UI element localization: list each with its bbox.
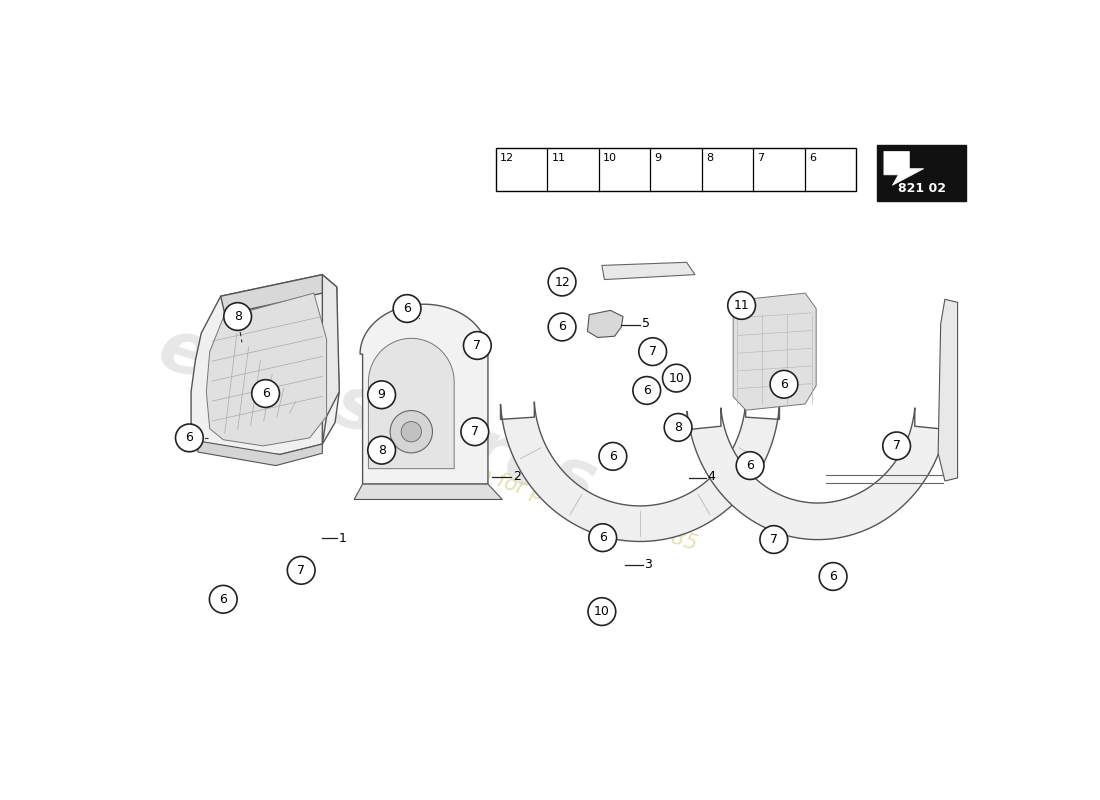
Text: 6: 6 [558,321,566,334]
Circle shape [223,302,252,330]
Text: 6: 6 [642,384,651,397]
Circle shape [600,442,627,470]
Polygon shape [221,274,337,327]
Circle shape [393,294,421,322]
Text: 8: 8 [377,444,386,457]
Text: 8: 8 [233,310,242,323]
Circle shape [639,338,667,366]
Circle shape [820,562,847,590]
Polygon shape [360,304,488,484]
Text: 4: 4 [707,470,716,483]
Circle shape [736,452,763,479]
Text: 9: 9 [377,388,386,402]
Bar [496,148,856,191]
Text: 7: 7 [757,154,764,163]
Text: 8: 8 [674,421,682,434]
Text: 12: 12 [500,154,515,163]
Circle shape [463,332,492,359]
Circle shape [728,291,756,319]
Circle shape [209,586,238,613]
Circle shape [770,370,798,398]
Text: 7: 7 [770,533,778,546]
Bar [877,146,966,201]
Text: 6: 6 [262,387,270,400]
Polygon shape [688,408,948,539]
Circle shape [176,424,204,452]
Circle shape [632,377,661,404]
Polygon shape [198,441,322,466]
Text: 8: 8 [706,154,713,163]
Polygon shape [587,310,623,338]
Polygon shape [207,293,327,446]
Circle shape [390,410,432,453]
Polygon shape [354,484,503,499]
Polygon shape [938,299,958,481]
Text: 7: 7 [471,426,478,438]
Circle shape [461,418,488,446]
Circle shape [588,524,617,551]
Circle shape [367,381,396,409]
Text: 2: 2 [513,470,520,483]
Text: 6: 6 [598,531,606,544]
Polygon shape [733,293,816,410]
Circle shape [402,422,421,442]
Circle shape [548,313,576,341]
Text: 10: 10 [603,154,617,163]
Text: 6: 6 [403,302,411,315]
Circle shape [760,526,788,554]
Text: 821 02: 821 02 [898,182,946,194]
Text: 6: 6 [186,431,194,444]
Text: 6: 6 [746,459,754,472]
Circle shape [662,364,691,392]
Text: 6: 6 [808,154,816,163]
Circle shape [287,557,315,584]
Polygon shape [191,274,339,454]
Text: 11: 11 [734,299,749,312]
Polygon shape [322,274,339,444]
Circle shape [883,432,911,460]
Polygon shape [602,262,695,279]
Polygon shape [500,402,780,542]
Text: a passion for parts since 1985: a passion for parts since 1985 [394,438,700,554]
Text: 3: 3 [645,558,652,570]
Text: 5: 5 [641,318,650,330]
Text: 12: 12 [554,275,570,289]
Text: 9: 9 [654,154,661,163]
Text: 10: 10 [594,605,609,618]
Polygon shape [884,151,924,186]
Text: 6: 6 [780,378,788,390]
Text: 1: 1 [339,532,346,545]
Text: eurospares: eurospares [150,313,605,520]
Circle shape [664,414,692,442]
Text: 7: 7 [473,339,482,352]
Text: 6: 6 [609,450,617,463]
Text: 6: 6 [829,570,837,583]
Text: 10: 10 [669,372,684,385]
Circle shape [588,598,616,626]
Circle shape [367,436,396,464]
Circle shape [252,380,279,407]
Text: 11: 11 [552,154,565,163]
Text: 6: 6 [219,593,228,606]
Text: 7: 7 [649,345,657,358]
Text: 7: 7 [297,564,305,577]
Text: 7: 7 [892,439,901,452]
Polygon shape [368,338,454,469]
Circle shape [548,268,576,296]
